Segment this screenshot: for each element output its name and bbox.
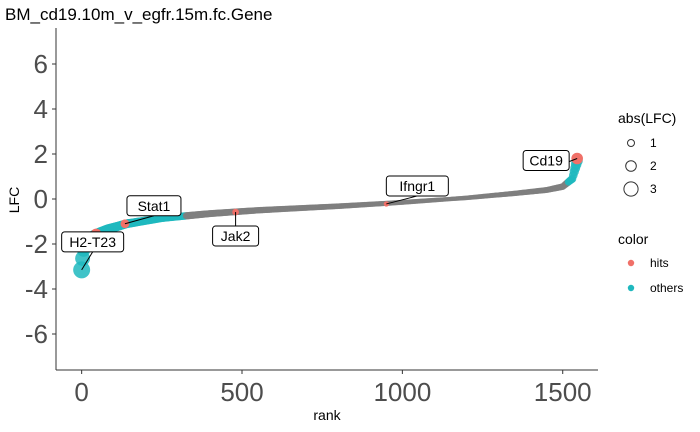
annotation-label: Stat1	[138, 198, 171, 214]
x-tick-label: 1500	[534, 377, 592, 407]
x-tick-label: 500	[220, 377, 263, 407]
annotation-box	[126, 195, 182, 217]
legend-size-symbol	[627, 139, 635, 147]
legend-size-label: 3	[650, 182, 657, 196]
legend-size-label: 1	[650, 136, 657, 150]
chart-title: BM_cd19.10m_v_egfr.15m.fc.Gene	[5, 5, 272, 24]
legend-color-label: others	[650, 281, 683, 295]
y-axis-ticks: 6 4 2 0 -2 -4 -6	[25, 49, 56, 349]
y-tick-label: 2	[34, 139, 48, 169]
y-tick-label: -2	[25, 229, 48, 259]
color-legend-items: hits others	[627, 256, 683, 295]
y-tick-label: 0	[34, 184, 48, 214]
y-tick-label: 4	[34, 94, 48, 124]
legend-color-label: hits	[650, 256, 669, 270]
x-axis-title: rank	[313, 407, 341, 423]
x-axis-ticks: 0 500 1000 1500	[74, 370, 592, 407]
annotation-box	[212, 225, 260, 247]
size-legend-items: 1 2 3	[623, 136, 657, 197]
annotation-leader	[386, 195, 418, 205]
y-tick-label: -4	[25, 274, 48, 304]
annotation-box	[522, 150, 570, 171]
legend-color-title: color	[618, 231, 649, 247]
y-tick-label: -6	[25, 319, 48, 349]
legend-color-swatch	[627, 259, 635, 267]
annotation-layer: H2-T23 Stat1 Jak2 Ifngr1 Cd19	[61, 150, 578, 271]
annotation-label: H2-T23	[69, 234, 116, 250]
legend-color-swatch	[627, 284, 635, 292]
annotation-label: Jak2	[221, 228, 251, 244]
annotation-label: Ifngr1	[399, 178, 435, 194]
legend-size-title: abs(LFC)	[618, 110, 676, 126]
legend-size-label: 2	[650, 159, 657, 173]
y-axis-title: LFC	[6, 187, 22, 213]
annotation-label: Cd19	[529, 153, 563, 169]
annotation-box	[61, 231, 125, 253]
x-tick-label: 0	[74, 377, 88, 407]
legend-size-symbol	[623, 181, 639, 197]
legend-size-symbol	[625, 160, 637, 172]
annotation-box	[385, 175, 449, 197]
annotation-leader	[81, 251, 94, 271]
y-tick-label: 6	[34, 49, 48, 79]
x-tick-label: 1000	[373, 377, 431, 407]
annotation-leader	[124, 215, 155, 225]
plot-area: H2-T23 Stat1 Jak2 Ifngr1 Cd19	[61, 150, 583, 279]
legend: abs(LFC) 1 2 3 color hits others	[618, 110, 683, 295]
